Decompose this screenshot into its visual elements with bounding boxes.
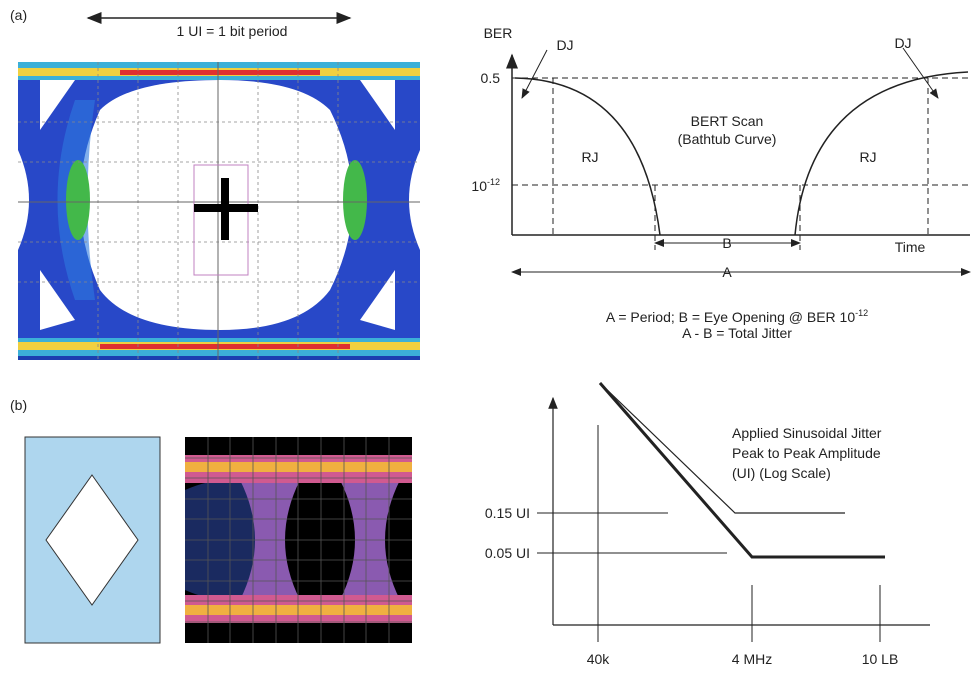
caption: A = Period; B = Eye Opening @ BER 10-12	[606, 308, 868, 325]
dj-label: DJ	[556, 37, 573, 53]
x-label: 4 MHz	[732, 651, 772, 667]
axis-label: BER	[484, 25, 513, 41]
bathtub-title: BERT Scan	[691, 113, 764, 129]
figure: (a) 1 UI = 1 bit period BER DJ	[0, 0, 973, 672]
x-label: 10 LB	[862, 651, 899, 667]
x-label: 40k	[587, 651, 611, 667]
ui-caption: 1 UI = 1 bit period	[177, 23, 288, 39]
rj-label: RJ	[581, 149, 598, 165]
dj-label: DJ	[894, 35, 911, 51]
panel-label: (a)	[10, 7, 27, 23]
jitter-tolerance-diagram	[537, 383, 930, 642]
y-label: 10-12	[471, 177, 500, 194]
eye-diagram	[18, 62, 420, 360]
jt-title: Peak to Peak Amplitude	[732, 445, 881, 461]
caption-text: A = Period; B = Eye Opening @ BER 10	[606, 309, 855, 325]
panel-label: (b)	[10, 397, 27, 413]
y-label: 0.05 UI	[485, 545, 530, 561]
a-label: A	[722, 264, 732, 280]
y-label-base: 10	[471, 178, 487, 194]
jt-title: (UI) (Log Scale)	[732, 465, 831, 481]
jt-title: Applied Sinusoidal Jitter	[732, 425, 882, 441]
ideal-eye	[25, 437, 160, 643]
eye-diagram-b	[185, 437, 412, 643]
caption-exp: -12	[855, 308, 868, 318]
y-label: 0.5	[481, 70, 501, 86]
rj-label: RJ	[859, 149, 876, 165]
y-label-exp: -12	[487, 177, 500, 187]
y-label: 0.15 UI	[485, 505, 530, 521]
caption: A - B = Total Jitter	[682, 325, 792, 341]
b-label: B	[722, 235, 731, 251]
bathtub-subtitle: (Bathtub Curve)	[678, 131, 777, 147]
axis-label: Time	[895, 239, 926, 255]
